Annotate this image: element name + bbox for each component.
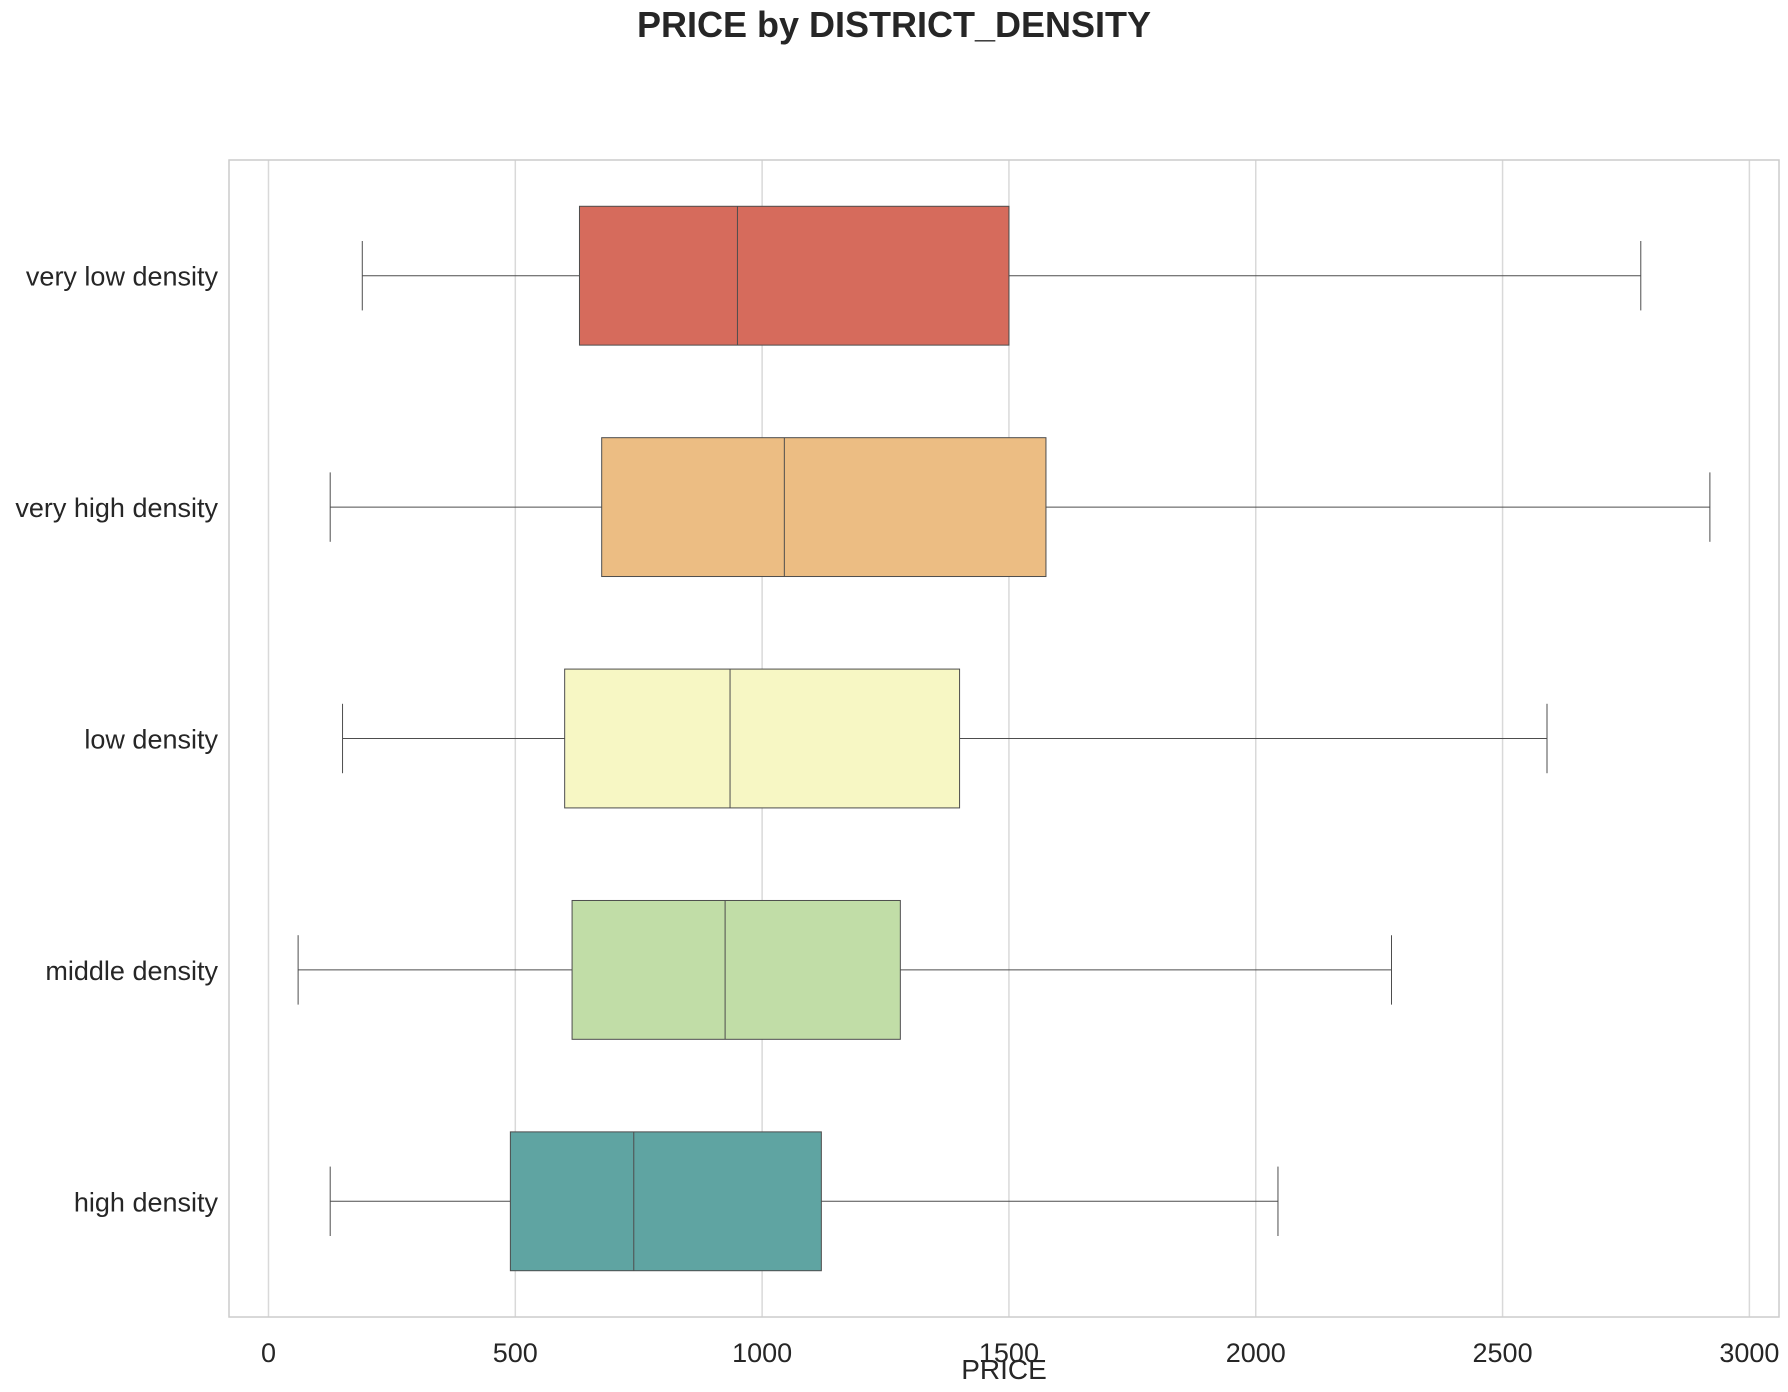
- y-tick-label: high density: [74, 1187, 219, 1217]
- y-tick-label: very high density: [15, 493, 218, 523]
- iqr-box: [509, 1131, 822, 1272]
- iqr-box: [578, 205, 1010, 346]
- box-high-density: [329, 1131, 1279, 1272]
- x-tick-label: 2500: [1473, 1338, 1533, 1368]
- x-tick-label: 0: [261, 1338, 276, 1368]
- box-middle-density: [297, 899, 1392, 1040]
- y-tick-label: middle density: [45, 956, 218, 986]
- y-tick-label: very low density: [26, 262, 219, 292]
- iqr-box: [564, 668, 961, 809]
- x-tick-label: 3000: [1719, 1338, 1779, 1368]
- box-very-high-density: [329, 437, 1711, 578]
- chart-title: PRICE by DISTRICT_DENSITY: [636, 4, 1152, 45]
- box-layer: [297, 205, 1711, 1272]
- box-very-low-density: [361, 205, 1642, 346]
- plot-frame: [228, 159, 1780, 1318]
- x-tick-label: 500: [493, 1338, 538, 1368]
- x-tick-label: 2000: [1226, 1338, 1286, 1368]
- iqr-box: [571, 899, 901, 1040]
- x-axis-label: PRICE: [961, 1354, 1047, 1385]
- y-tick-label: low density: [84, 725, 218, 755]
- iqr-box: [601, 437, 1047, 578]
- tick-labels: 0 500 1000 1500 2000 2500 3000 very low density…: [15, 262, 1779, 1368]
- box-low-density: [342, 668, 1548, 809]
- x-tick-label: 1000: [732, 1338, 792, 1368]
- x-tick-label: 1500: [979, 1338, 1039, 1368]
